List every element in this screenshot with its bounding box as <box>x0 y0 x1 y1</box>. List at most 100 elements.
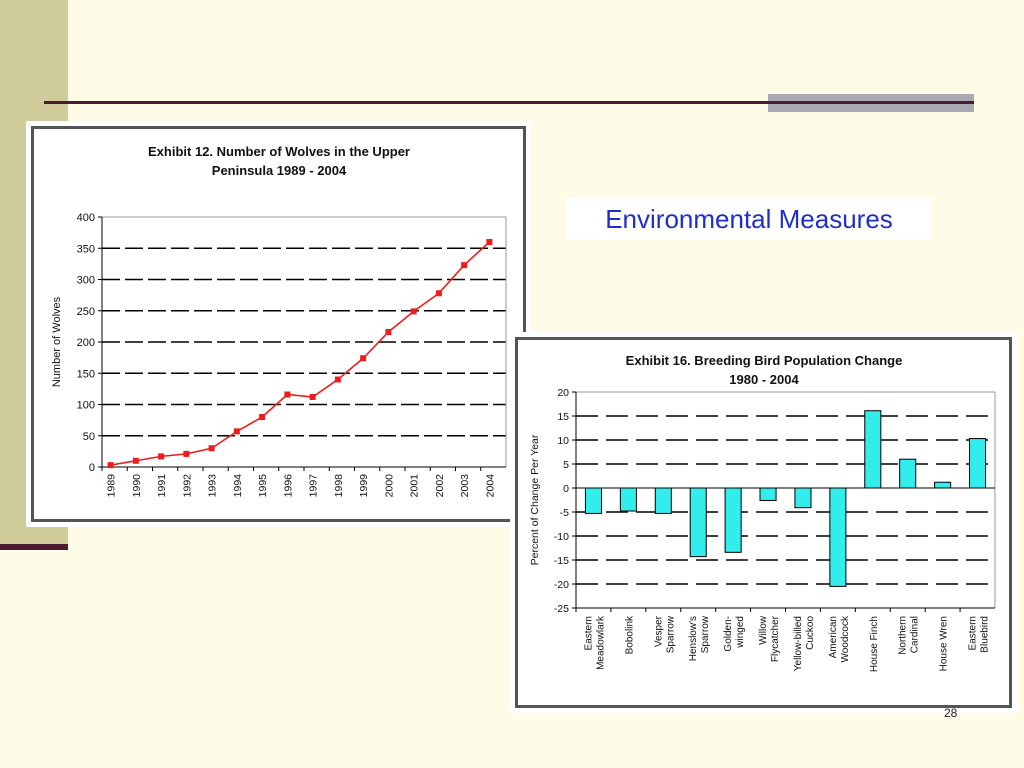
bird-bar <box>899 458 917 489</box>
bird-bar <box>654 487 672 514</box>
bird-chart-title-line-0: Exhibit 16. Breeding Bird Population Cha… <box>626 353 903 368</box>
wolf-data-point <box>410 308 417 315</box>
bird-ytick-label: 20 <box>557 387 569 399</box>
wolf-data-point <box>461 262 468 269</box>
bird-xtick-label: Cardinal <box>910 616 921 653</box>
bird-bar <box>759 487 777 501</box>
page-number: 28 <box>944 706 958 720</box>
bird-xtick-label: Sparrow <box>665 615 676 653</box>
bird-xtick-label: Yellow-billed <box>793 616 804 671</box>
bird-bar-chart: Exhibit 16. Breeding Bird Population Cha… <box>515 337 1012 708</box>
wolf-xtick-label: 2004 <box>484 474 496 498</box>
bird-bar <box>969 438 987 489</box>
sidebar-accent-line <box>0 544 68 550</box>
wolf-xtick-label: 2000 <box>383 474 395 498</box>
wolf-xtick-label: 1991 <box>156 474 168 498</box>
wolf-xtick-label: 1989 <box>106 474 118 498</box>
bird-bar <box>619 487 637 512</box>
wolf-data-point <box>259 414 266 420</box>
bird-ytick-label: -20 <box>554 579 569 591</box>
wolf-data-point <box>158 453 165 460</box>
bird-xtick-label: Northern <box>898 616 909 655</box>
bird-xtick-label: American <box>828 616 839 658</box>
wolf-xtick-label: 1990 <box>131 474 143 498</box>
bird-ytick-label: -10 <box>554 531 569 543</box>
wolf-xtick-label: 1994 <box>232 474 244 498</box>
wolf-chart-title-line-1: Peninsula 1989 - 2004 <box>212 163 347 178</box>
bird-xtick-label: Flycatcher <box>770 615 781 662</box>
wolf-xtick-label: 2002 <box>434 474 446 498</box>
bird-ytick-label: 15 <box>557 411 569 423</box>
bird-xtick-label: Meadowlark <box>595 615 606 670</box>
bird-ytick-label: -5 <box>560 507 569 519</box>
wolf-data-point <box>233 428 240 435</box>
wolf-data-point <box>435 290 442 297</box>
bird-xtick-label: Golden- <box>723 616 734 652</box>
wolf-data-point <box>486 239 493 245</box>
wolf-ytick-label: 100 <box>77 400 95 412</box>
bird-xtick-label: Cuckoo <box>805 616 816 650</box>
bird-bar <box>934 481 952 489</box>
bird-bar <box>829 487 847 587</box>
wolf-ytick-label: 150 <box>77 368 95 380</box>
bird-xtick-label: Eastern <box>968 616 979 650</box>
wolf-xtick-label: 1999 <box>358 474 370 498</box>
bird-xtick-label: Willow <box>758 615 769 645</box>
bird-ytick-label: 10 <box>557 435 569 447</box>
wolf-xtick-label: 1993 <box>207 474 219 498</box>
slide-title: Environmental Measures <box>566 198 932 240</box>
bird-bar <box>794 487 812 509</box>
wolf-xtick-label: 2001 <box>409 474 421 498</box>
wolf-data-point <box>385 329 392 335</box>
wolf-data-point <box>208 445 215 452</box>
bird-ytick-label: 0 <box>563 483 569 495</box>
bird-xtick-label: Sparrow <box>700 615 711 653</box>
wolf-xtick-label: 1995 <box>257 474 269 498</box>
bird-xtick-label: House Finch <box>869 616 880 672</box>
bird-chart-svg: Exhibit 16. Breeding Bird Population Cha… <box>529 353 996 672</box>
header-rule <box>44 101 974 104</box>
wolf-ytick-label: 0 <box>89 462 95 474</box>
wolf-y-axis-label: Number of Wolves <box>51 296 63 387</box>
wolf-data-point <box>132 457 139 464</box>
bird-xtick-label: Bobolink <box>624 615 635 654</box>
wolf-chart-title-line-0: Exhibit 12. Number of Wolves in the Uppe… <box>148 144 410 159</box>
bird-ytick-label: -25 <box>554 603 569 615</box>
bird-ytick-label: -15 <box>554 555 569 567</box>
wolf-xtick-label: 1992 <box>181 474 193 498</box>
wolf-ytick-label: 400 <box>77 212 95 224</box>
wolf-ytick-label: 250 <box>77 306 95 318</box>
bird-xtick-label: House Wren <box>939 616 950 671</box>
wolf-ytick-label: 50 <box>83 431 95 443</box>
wolf-line-chart: Exhibit 12. Number of Wolves in the Uppe… <box>31 126 526 522</box>
bird-xtick-label: Vesper <box>653 615 664 647</box>
bird-xtick-label: Bluebird <box>980 616 991 653</box>
bird-bar <box>724 487 742 553</box>
bird-bar <box>584 487 602 514</box>
bird-y-axis-label: Percent of Change Per Year <box>529 434 541 565</box>
wolf-chart-svg: Exhibit 12. Number of Wolves in the Uppe… <box>51 144 507 498</box>
wolf-data-point <box>360 355 367 362</box>
wolf-xtick-label: 1997 <box>308 474 320 498</box>
bird-xtick-label: Henslow's <box>688 616 699 661</box>
wolf-data-point <box>107 462 114 469</box>
bird-xtick-label: Eastern <box>583 616 594 650</box>
wolf-ytick-label: 200 <box>77 337 95 349</box>
bird-chart-title-line-1: 1980 - 2004 <box>729 372 799 387</box>
header-rule-overlay <box>768 101 974 104</box>
wolf-data-point <box>284 391 291 398</box>
wolf-series-line <box>110 241 490 466</box>
bird-xtick-label: winged <box>735 616 746 649</box>
wolf-data-point <box>183 450 190 457</box>
wolf-data-point <box>334 376 341 383</box>
wolf-data-point <box>309 394 316 400</box>
wolf-ytick-label: 350 <box>77 243 95 255</box>
wolf-xtick-label: 1998 <box>333 474 345 498</box>
bird-bar <box>864 410 882 489</box>
bird-ytick-label: 5 <box>563 459 569 471</box>
bird-bar <box>689 487 707 558</box>
wolf-xtick-label: 1996 <box>282 474 294 498</box>
wolf-ytick-label: 300 <box>77 275 95 287</box>
wolf-xtick-label: 2003 <box>459 474 471 498</box>
bird-xtick-label: Woodcock <box>840 615 851 663</box>
